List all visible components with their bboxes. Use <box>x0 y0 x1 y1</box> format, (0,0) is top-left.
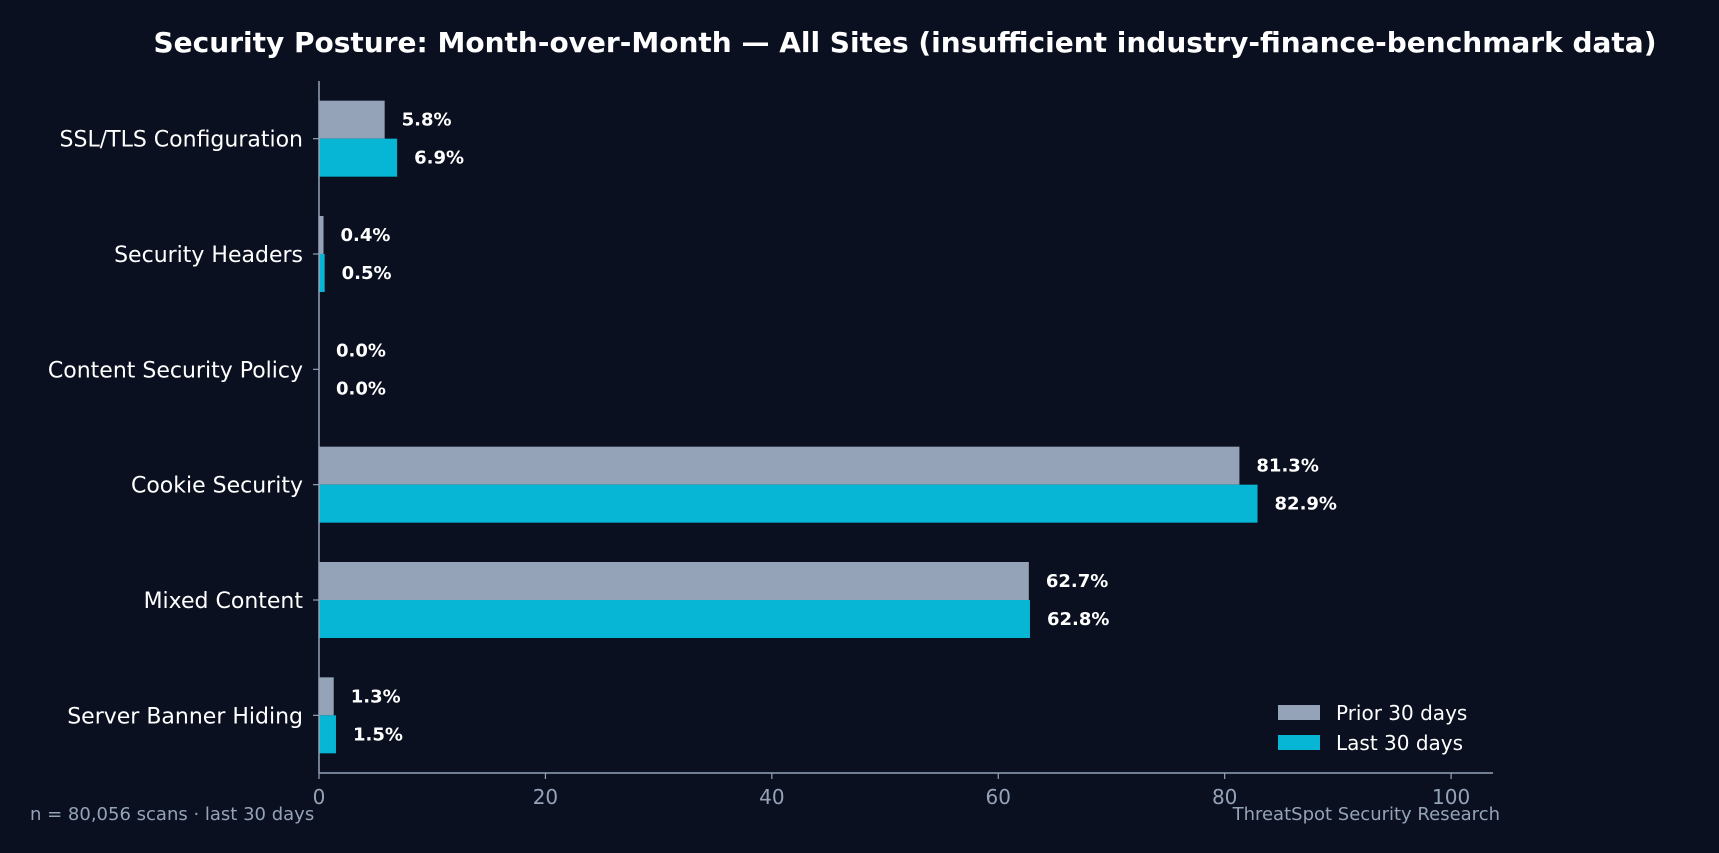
category-label-2: Content Security Policy <box>48 358 303 383</box>
value-label-prior-1: 0.4% <box>341 225 391 246</box>
bar-last-1 <box>319 254 325 292</box>
bar-last-0 <box>319 138 398 177</box>
category-label-1: Security Headers <box>114 243 303 268</box>
bar-last-3 <box>319 484 1258 523</box>
axes-layer: SSL/TLS Configuration Security Headers Con… <box>48 81 1493 809</box>
footer-sample-size: n = 80,056 scans · last 30 days <box>30 804 314 825</box>
x-tick-label-2: 40 <box>759 785 784 809</box>
value-label-last-5: 1.5% <box>353 724 403 745</box>
bar-last-5 <box>319 715 336 754</box>
bars-layer: 5.8% 6.9% 0.4% 0.5% 0.0% 0.0% 81.3% 82.9% 62.7% 6… <box>319 100 1337 754</box>
category-label-4: Mixed Content <box>144 589 304 614</box>
value-label-prior-0: 5.8% <box>402 110 452 131</box>
bar-last-4 <box>319 600 1030 638</box>
bar-prior-4 <box>319 562 1029 600</box>
value-label-last-2: 0.0% <box>336 378 386 399</box>
legend-swatch-prior <box>1278 705 1320 720</box>
bar-prior-0 <box>319 100 385 139</box>
legend-label-last: Last 30 days <box>1336 731 1463 755</box>
x-tick-label-4: 80 <box>1212 785 1237 809</box>
bar-prior-3 <box>319 446 1240 485</box>
category-label-5: Server Banner Hiding <box>67 704 303 729</box>
value-label-prior-3: 81.3% <box>1256 456 1318 477</box>
x-tick-label-3: 60 <box>986 785 1011 809</box>
x-tick-label-5: 100 <box>1432 785 1470 809</box>
chart-title: Security Posture: Month-over-Month — All… <box>154 26 1657 59</box>
legend-label-prior: Prior 30 days <box>1336 701 1467 725</box>
bar-prior-1 <box>319 216 324 254</box>
value-label-prior-5: 1.3% <box>351 686 401 707</box>
x-tick-label-0: 0 <box>313 785 326 809</box>
legend-swatch-last <box>1278 735 1320 750</box>
value-label-prior-2: 0.0% <box>336 340 386 361</box>
value-label-prior-4: 62.7% <box>1046 571 1108 592</box>
x-tick-label-1: 20 <box>533 785 558 809</box>
category-label-0: SSL/TLS Configuration <box>60 128 303 153</box>
bar-prior-5 <box>319 677 334 716</box>
value-label-last-1: 0.5% <box>342 263 392 284</box>
value-label-last-3: 82.9% <box>1275 494 1337 515</box>
footer-source: ThreatSpot Security Research <box>1232 804 1500 825</box>
value-label-last-4: 62.8% <box>1047 609 1109 630</box>
category-label-3: Cookie Security <box>131 474 303 499</box>
legend: Prior 30 days Last 30 days <box>1278 701 1467 755</box>
value-label-last-0: 6.9% <box>414 148 464 169</box>
